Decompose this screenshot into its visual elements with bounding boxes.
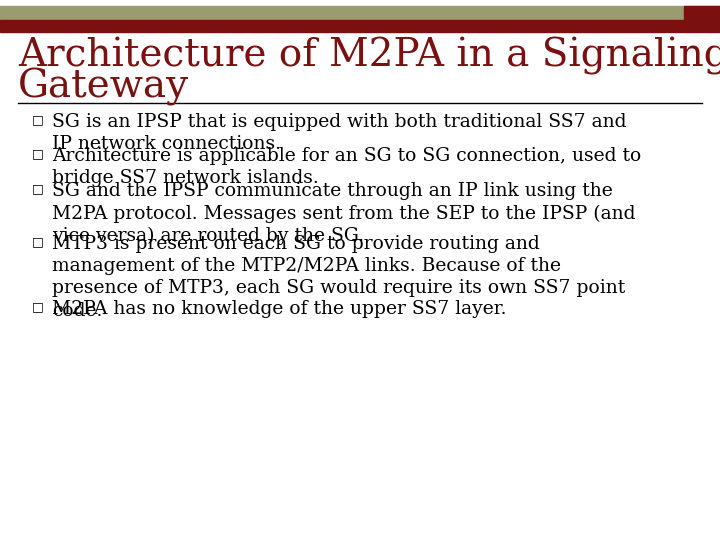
- Bar: [0, 20, 684, 32]
- Text: M2PA has no knowledge of the upper SS7 layer.: M2PA has no knowledge of the upper SS7 l…: [52, 300, 506, 318]
- Text: SG and the IPSP communicate through an IP link using the
M2PA protocol. Messages: SG and the IPSP communicate through an I…: [52, 182, 636, 245]
- Text: □: □: [32, 235, 44, 248]
- Text: MTP3 is present on each SG to provide routing and
management of the MTP2/M2PA li: MTP3 is present on each SG to provide ro…: [52, 235, 625, 320]
- Text: SG is an IPSP that is equipped with both traditional SS7 and
IP network connecti: SG is an IPSP that is equipped with both…: [52, 113, 626, 153]
- Text: □: □: [32, 147, 44, 160]
- Text: Gateway: Gateway: [18, 68, 189, 106]
- Text: □: □: [32, 300, 44, 313]
- Bar: [684, 6, 720, 32]
- Text: □: □: [32, 182, 44, 195]
- Bar: [0, 6, 720, 20]
- Text: Architecture of M2PA in a Signaling: Architecture of M2PA in a Signaling: [18, 37, 720, 75]
- Text: Architecture is applicable for an SG to SG connection, used to
bridge SS7 networ: Architecture is applicable for an SG to …: [52, 147, 642, 187]
- Text: □: □: [32, 113, 44, 126]
